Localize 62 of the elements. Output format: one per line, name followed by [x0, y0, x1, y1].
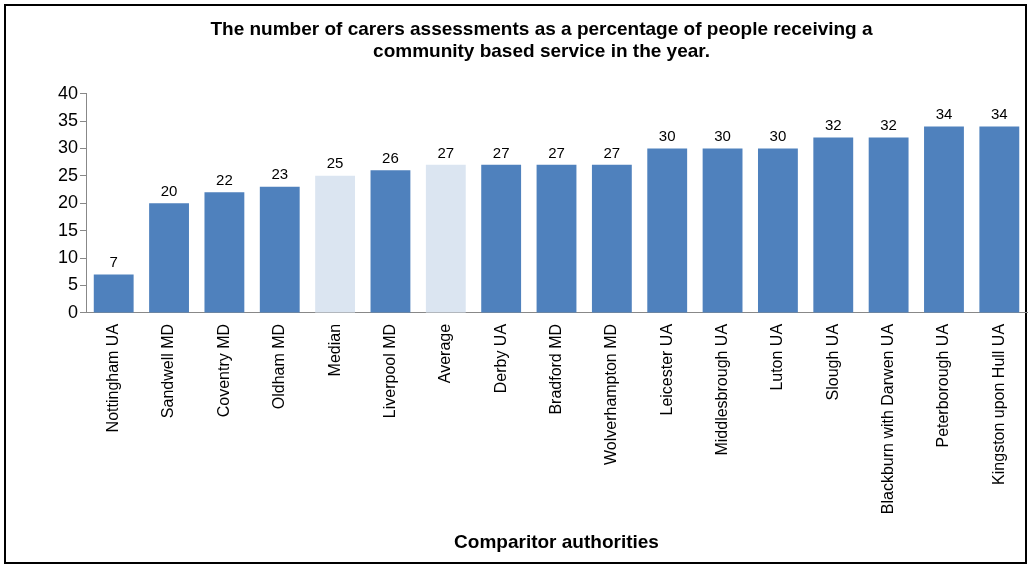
data-label: 30 — [769, 127, 787, 145]
bar — [979, 126, 1020, 313]
data-label: 32 — [824, 116, 842, 134]
y-tick-label: 30 — [57, 137, 79, 158]
x-tick-label: Oldham MD — [270, 323, 288, 410]
data-label: 23 — [271, 165, 289, 183]
chart-title: The number of carers assessments as a percentage of people receiving a community based service in the year. — [210, 17, 873, 62]
data-label: 30 — [714, 127, 731, 145]
data-label: 22 — [216, 170, 233, 188]
y-tick-label: 15 — [57, 219, 79, 240]
bar — [149, 203, 189, 313]
data-label: 27 — [492, 143, 510, 161]
y-tick-label: 35 — [57, 109, 79, 130]
x-tick-label: Coventry MD — [214, 323, 232, 418]
y-tick-label: 20 — [57, 192, 79, 213]
bar — [93, 274, 134, 313]
y-tick-label: 25 — [57, 164, 79, 185]
data-label: 34 — [935, 105, 953, 123]
bar — [924, 126, 964, 313]
y-tick-label: 40 — [57, 82, 79, 103]
x-tick-label: Wolverhampton MD — [602, 323, 620, 465]
x-tick-label: Luton UA — [768, 323, 786, 391]
data-label: 25 — [326, 154, 344, 172]
y-tick-label: 10 — [57, 247, 79, 268]
bar — [536, 164, 577, 313]
y-tick-label: 5 — [68, 274, 79, 295]
data-label: 26 — [382, 149, 399, 166]
bar — [370, 170, 411, 313]
data-label: 34 — [990, 105, 1008, 123]
bar — [647, 148, 688, 313]
x-tick-label: Derby UA — [491, 323, 509, 394]
bar — [702, 148, 743, 313]
bar — [204, 192, 245, 313]
bar — [259, 186, 300, 313]
data-label: 7 — [109, 253, 118, 271]
x-tick-label: Liverpool MD — [380, 323, 398, 419]
bar — [315, 175, 356, 313]
bar — [868, 137, 909, 313]
x-tick-label: Median — [325, 323, 343, 377]
data-label: 20 — [160, 181, 178, 199]
data-label: 27 — [548, 143, 565, 161]
bar — [591, 164, 632, 313]
x-tick-label: Middlesbrough UA — [712, 323, 730, 456]
x-axis-title: Comparitor authorities — [454, 530, 659, 552]
data-label: 27 — [437, 143, 455, 161]
x-tick-label: Bradford MD — [546, 323, 564, 415]
bar — [813, 137, 854, 313]
x-tick-label: Nottingham UA — [104, 323, 122, 433]
x-tick-label: Slough UA — [823, 323, 841, 401]
bar — [757, 148, 798, 313]
bar — [425, 164, 466, 313]
x-tick-label: Average — [436, 323, 454, 384]
x-tick-label: Sandwell MD — [159, 323, 177, 419]
data-label: 27 — [603, 143, 621, 161]
bar — [481, 164, 522, 313]
y-tick-label: 0 — [68, 301, 79, 322]
x-tick-label: Peterborough UA — [934, 323, 952, 448]
data-label: 32 — [880, 116, 897, 134]
data-label: 30 — [658, 127, 676, 145]
x-tick-label: Leicester UA — [657, 323, 675, 416]
x-tick-label: Kingston upon Hull UA — [989, 323, 1007, 485]
x-tick-label: Blackburn with Darwen UA — [879, 323, 897, 515]
